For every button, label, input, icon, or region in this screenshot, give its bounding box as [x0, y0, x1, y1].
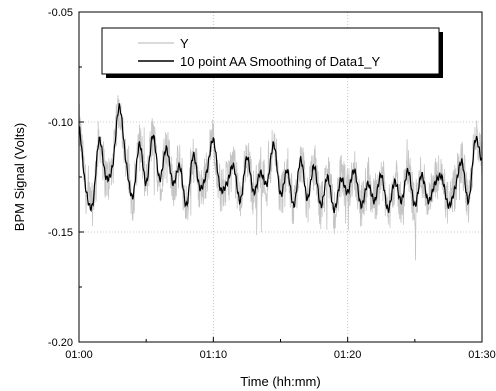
y-tick-label-1: -0.15 — [48, 227, 73, 239]
y-axis-title: BPM Signal (Volts) — [12, 123, 27, 231]
series-smoothed — [78, 103, 483, 214]
legend: Y 10 point AA Smoothing of Data1_Y — [101, 27, 443, 78]
series-y-raw — [78, 95, 483, 261]
legend-label-y: Y — [180, 36, 189, 51]
y-tick-label-0: -0.20 — [48, 337, 73, 349]
axis-ticks: -0.20 -0.15 -0.10 -0.05 01:00 01:10 01:20 01:30 — [48, 7, 496, 361]
legend-box — [101, 27, 440, 75]
x-axis-title: Time (hh:mm) — [240, 374, 320, 389]
x-tick-label-1: 01:10 — [200, 349, 228, 361]
y-tick-label-2: -0.10 — [48, 117, 73, 129]
y-tick-label-3: -0.05 — [48, 7, 73, 19]
series-smoothed-line — [78, 103, 483, 214]
x-tick-label-2: 01:20 — [334, 349, 362, 361]
x-tick-label-3: 01:30 — [468, 349, 496, 361]
legend-label-smoothed: 10 point AA Smoothing of Data1_Y — [180, 54, 381, 69]
series-y-raw-line — [78, 95, 483, 261]
x-tick-label-0: 01:00 — [65, 349, 93, 361]
